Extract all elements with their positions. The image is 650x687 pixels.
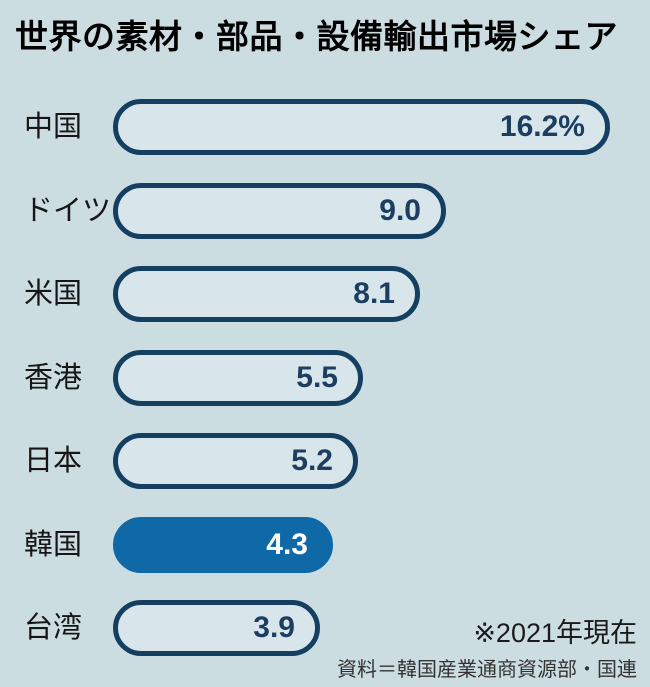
chart-title: 世界の素材・部品・設備輸出市場シェア xyxy=(15,18,618,55)
category-label: 韓国 xyxy=(24,529,83,561)
category-label: ドイツ xyxy=(24,195,112,227)
chart-row: 中国 16.2% xyxy=(0,99,650,155)
bar: 8.1 xyxy=(113,266,420,322)
bar: 5.5 xyxy=(113,350,363,406)
bar-value-label: 8.1 xyxy=(353,277,395,310)
footnote: ※2021年現在 xyxy=(473,618,637,648)
bar-value-label: 5.2 xyxy=(291,444,333,477)
bar-value-label: 4.3 xyxy=(266,528,308,561)
chart-row: 日本 5.2 xyxy=(0,433,650,489)
bar: 4.3 xyxy=(113,517,333,573)
bar: 3.9 xyxy=(113,600,320,656)
bar: 5.2 xyxy=(113,433,358,489)
category-label: 香港 xyxy=(24,362,83,394)
chart-row: 台湾 3.9 xyxy=(0,600,650,656)
bar: 16.2% xyxy=(113,99,610,155)
category-label: 日本 xyxy=(24,445,83,477)
chart-row: 米国 8.1 xyxy=(0,266,650,322)
bar-value-label: 16.2% xyxy=(499,110,585,143)
bar-value-label: 3.9 xyxy=(253,611,295,644)
bar-value-label: 9.0 xyxy=(379,194,421,227)
bar: 9.0 xyxy=(113,183,446,239)
category-label: 中国 xyxy=(24,111,83,143)
chart-row: 韓国 4.3 xyxy=(0,517,650,573)
chart-row: ドイツ 9.0 xyxy=(0,183,650,239)
source-credit: 資料＝韓国産業通商資源部・国連 xyxy=(337,659,637,681)
chart-row: 香港 5.5 xyxy=(0,350,650,406)
chart-footer: ※2021年現在 資料＝韓国産業通商資源部・国連 xyxy=(337,611,637,682)
category-label: 米国 xyxy=(24,278,83,310)
category-label: 台湾 xyxy=(24,612,83,644)
bar-value-label: 5.5 xyxy=(296,361,338,394)
